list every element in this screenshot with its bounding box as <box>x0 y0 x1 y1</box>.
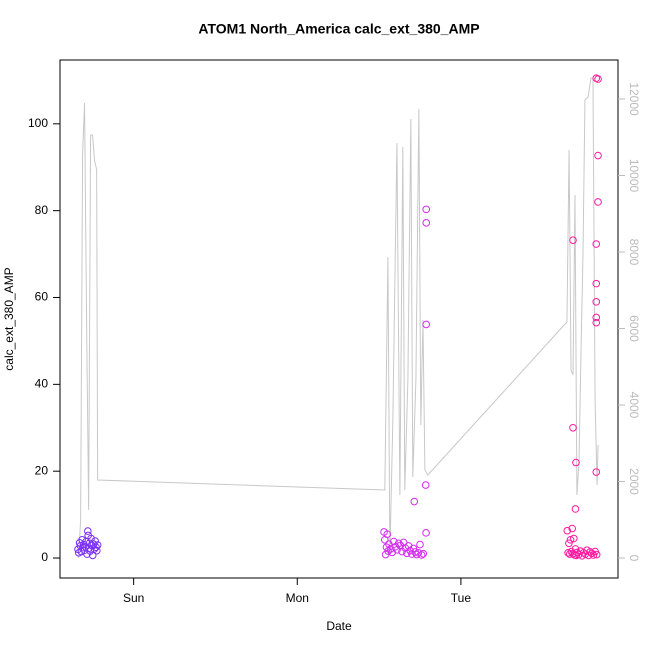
plot-frame <box>59 59 619 579</box>
point <box>564 549 572 557</box>
point <box>565 539 573 548</box>
point <box>563 526 572 535</box>
point <box>422 205 431 214</box>
y-axis-label: calc_ext_380_AMP <box>2 267 16 370</box>
x-tick-label: Mon <box>286 591 309 605</box>
point <box>383 530 392 538</box>
point <box>592 298 601 306</box>
y2-tick-label: 6000 <box>627 315 641 342</box>
point <box>422 219 431 227</box>
point <box>594 75 602 83</box>
point <box>592 318 601 327</box>
point <box>592 550 601 559</box>
point <box>93 541 102 549</box>
y-tick-label: 100 <box>28 116 48 130</box>
point <box>592 240 601 248</box>
y2-tick-label: 0 <box>627 555 641 562</box>
y-tick-label: 80 <box>35 203 49 217</box>
y-tick-label: 0 <box>41 550 48 564</box>
point <box>78 535 86 544</box>
point <box>570 534 578 543</box>
point <box>572 458 580 467</box>
point <box>594 198 602 206</box>
point <box>592 468 601 476</box>
point <box>421 481 430 489</box>
point <box>422 320 431 329</box>
point <box>84 527 92 535</box>
y2-tick-label: 2000 <box>627 468 641 495</box>
point <box>569 236 577 244</box>
point <box>80 546 89 555</box>
point <box>589 551 598 559</box>
y2-tick-label: 12000 <box>627 82 641 116</box>
x-tick-label: Tue <box>451 591 472 605</box>
point <box>390 537 398 546</box>
y-tick-label: 40 <box>35 377 49 391</box>
point <box>419 549 428 558</box>
x-axis-label: Date <box>326 619 352 633</box>
y-tick-label: 60 <box>35 290 49 304</box>
point <box>394 539 403 548</box>
point <box>569 423 577 432</box>
point <box>410 497 419 506</box>
series-line <box>78 77 599 559</box>
y2-tick-label: 10000 <box>627 159 641 193</box>
point <box>592 279 601 288</box>
point <box>571 505 580 513</box>
point <box>566 535 575 544</box>
point <box>399 538 408 547</box>
point <box>594 151 602 160</box>
point <box>422 529 430 537</box>
point <box>92 543 100 551</box>
y-tick-label: 20 <box>35 463 49 477</box>
point <box>93 546 101 555</box>
point <box>417 551 426 559</box>
x-tick-label: Sun <box>123 591 144 605</box>
point <box>568 524 576 533</box>
point <box>409 544 418 553</box>
chart-title: ATOM1 North_America calc_ext_380_AMP <box>198 21 479 37</box>
point <box>416 540 424 549</box>
y2-tick-label: 8000 <box>627 239 641 266</box>
y2-tick-label: 4000 <box>627 392 641 419</box>
point <box>592 313 601 322</box>
